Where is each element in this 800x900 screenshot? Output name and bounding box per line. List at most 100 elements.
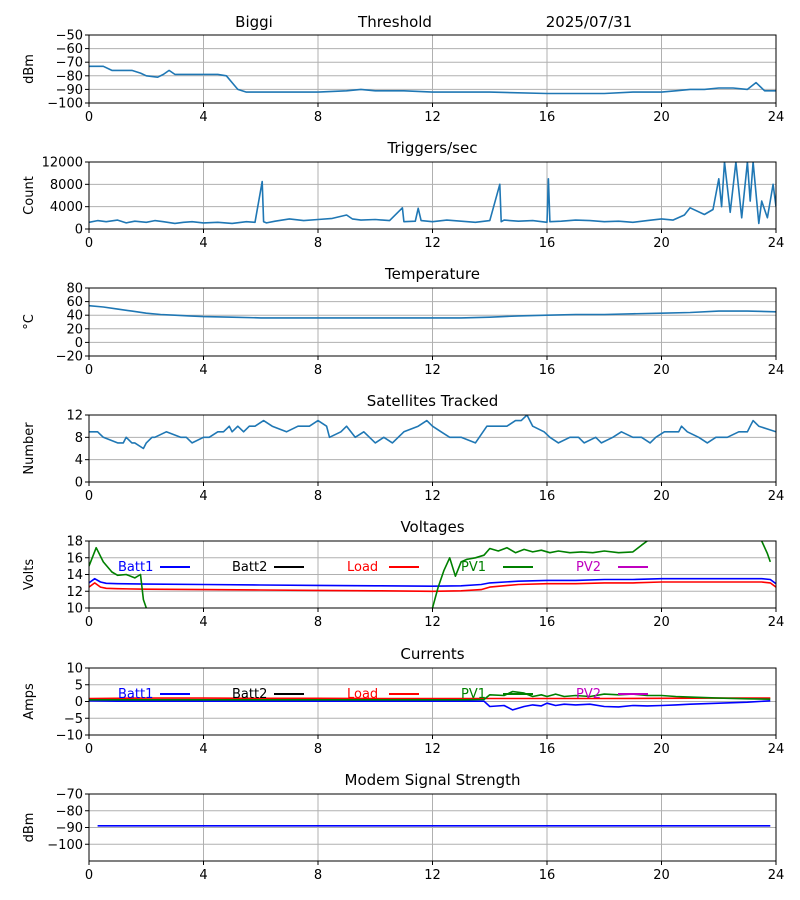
series-line-batt1 [89,577,776,587]
y-tick-label: 0 [75,695,83,710]
x-tick-label: 8 [314,489,322,504]
x-tick-label: 4 [199,615,207,630]
header-date: 2025/07/31 [546,13,632,31]
series-line-load [89,581,776,593]
y-tick-label: −10 [56,729,83,744]
x-tick-label: 20 [653,868,670,883]
x-tick-label: 0 [85,363,93,378]
y-tick-label: 8000 [50,178,83,193]
series-line-data [89,162,776,225]
legend-label-pv2: PV2 [576,687,601,702]
x-tick-label: 0 [85,110,93,125]
y-tick-label: 16 [66,551,83,566]
x-tick-label: 12 [424,363,441,378]
series-line-pv1 [89,541,772,608]
series-group [89,415,776,450]
x-tick-label: 20 [653,236,670,251]
chart-title: Modem Signal Strength [345,771,521,789]
x-tick-label: 16 [539,363,556,378]
x-tick-label: 12 [424,110,441,125]
x-tick-label: 0 [85,615,93,630]
y-axis-label: Count [22,176,37,215]
y-tick-label: 4000 [50,200,83,215]
x-tick-label: 4 [199,489,207,504]
x-tick-label: 16 [539,742,556,757]
chart-title: Currents [400,645,464,663]
x-tick-label: 0 [85,868,93,883]
legend-label-pv1: PV1 [461,687,486,702]
x-tick-label: 20 [653,110,670,125]
series-group [89,65,776,95]
x-tick-label: 20 [653,363,670,378]
series-group [89,304,776,319]
y-tick-label: −100 [47,838,83,853]
x-tick-label: 4 [199,236,207,251]
series-line-data [89,304,776,319]
x-tick-label: 4 [199,742,207,757]
x-tick-label: 16 [539,489,556,504]
y-tick-label: 12000 [42,156,83,171]
x-tick-label: 16 [539,868,556,883]
y-tick-label: 10 [66,602,83,617]
x-tick-label: 12 [424,742,441,757]
y-tick-label: 14 [66,568,83,583]
x-tick-label: 24 [768,615,785,630]
legend-label-load: Load [347,687,378,702]
legend-label-batt1: Batt1 [118,687,153,702]
x-tick-label: 20 [653,742,670,757]
chart-title: Temperature [384,265,480,283]
series-line-data [89,65,776,95]
series-line-pv1 [89,690,771,701]
legend-label-load: Load [347,560,378,575]
y-tick-label: 12 [66,585,83,600]
x-tick-label: 8 [314,615,322,630]
chart-0: 0 4 8 12 16 20 24 −50−60−70−80−90−100 dBm [22,29,784,126]
x-tick-label: 4 [199,110,207,125]
legend-label-pv1: PV1 [461,560,486,575]
y-axis-label: dBm [22,813,37,843]
x-tick-label: 8 [314,110,322,125]
y-tick-label: 0 [75,336,83,351]
y-tick-label: −90 [56,821,83,836]
y-axis-label: Number [22,422,37,475]
x-tick-label: 12 [424,868,441,883]
y-tick-label: 4 [75,453,83,468]
series-group [89,541,776,608]
x-tick-label: 24 [768,868,785,883]
x-tick-label: 16 [539,110,556,125]
series-line-batt1 [89,700,771,711]
chart-title: Triggers/sec [387,139,478,157]
chart-1: 0 4 8 12 16 20 24 0 4000 8000 12000 Triggers/sec Cou… [22,139,784,251]
series-line-data [89,415,776,450]
y-tick-label: −100 [47,97,83,112]
y-tick-label: −20 [56,350,83,365]
x-tick-label: 12 [424,615,441,630]
x-tick-label: 0 [85,742,93,757]
y-tick-label: −5 [64,712,83,727]
series-group [89,690,771,711]
chart-title: Satellites Tracked [367,392,498,410]
y-axis-label: Volts [22,559,37,591]
y-tick-label: −70 [56,788,83,803]
x-tick-label: 16 [539,615,556,630]
x-tick-label: 0 [85,489,93,504]
y-tick-label: −70 [56,56,83,71]
y-tick-label: 8 [75,431,83,446]
legend-label-pv2: PV2 [576,560,601,575]
y-tick-label: −80 [56,69,83,84]
y-tick-label: 40 [66,309,83,324]
y-tick-label: −90 [56,83,83,98]
x-tick-label: 24 [768,236,785,251]
x-tick-label: 24 [768,110,785,125]
chart-3: 0 4 8 12 16 20 24 0 4 8 12 Satellites Tracked Number [22,392,784,504]
y-tick-label: −80 [56,804,83,819]
x-tick-label: 24 [768,363,785,378]
legend-label-batt2: Batt2 [232,687,267,702]
x-tick-label: 8 [314,363,322,378]
header-station: Biggi [235,13,273,31]
